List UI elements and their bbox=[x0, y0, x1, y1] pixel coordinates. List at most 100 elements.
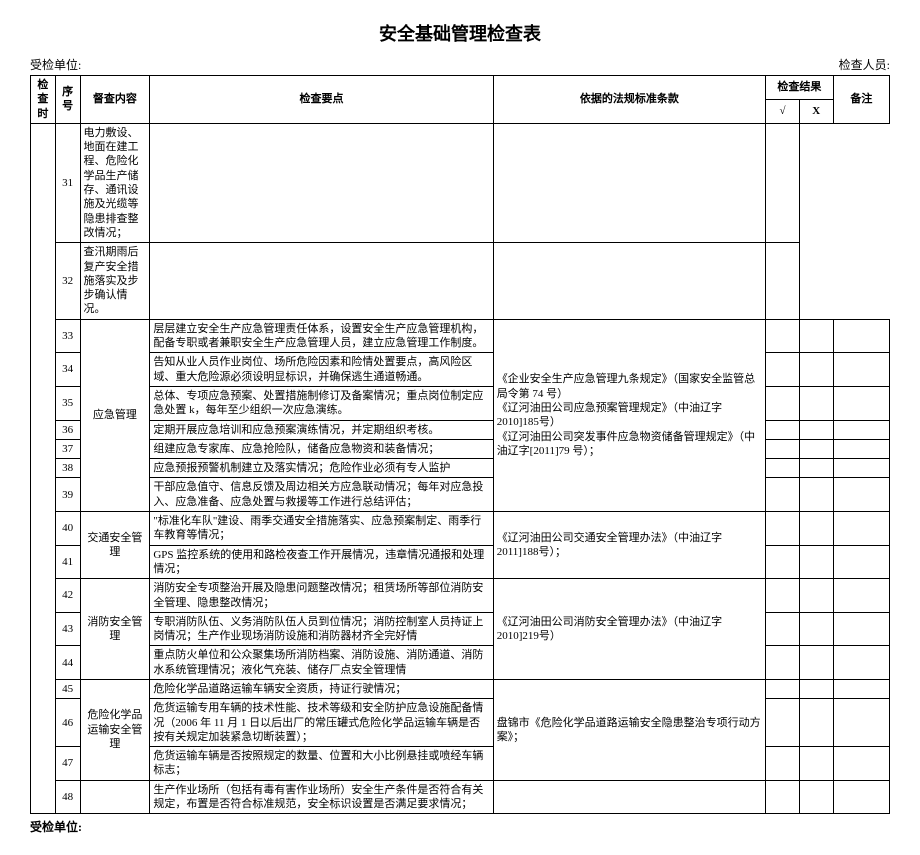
note-cell bbox=[833, 780, 889, 814]
header-row: 受检单位: 检查人员: bbox=[30, 56, 890, 73]
seq-cell: 41 bbox=[55, 545, 80, 579]
table-row: 32查汛期雨后复产安全措施落实及步步确认情况。 bbox=[31, 243, 890, 319]
seq-cell: 48 bbox=[55, 780, 80, 814]
col-result-header: 检查结果 bbox=[766, 76, 834, 100]
table-row: 33应急管理层层建立安全生产应急管理责任体系，设置安全生产应急管理机构，配备专职… bbox=[31, 319, 890, 353]
note-cell bbox=[833, 512, 889, 546]
note-cell bbox=[833, 679, 889, 698]
inspection-table: 检查时 序号 督查内容 检查要点 依据的法规标准条款 检查结果 备注 √ X 3… bbox=[30, 75, 890, 814]
basis-cell: 《辽河油田公司交通安全管理办法》（中油辽字 2011]188号）； bbox=[493, 512, 765, 579]
col-basis-header: 依据的法规标准条款 bbox=[493, 76, 765, 124]
seq-cell: 46 bbox=[55, 699, 80, 747]
note-cell bbox=[833, 353, 889, 387]
check-cell bbox=[766, 612, 800, 646]
seq-cell: 45 bbox=[55, 679, 80, 698]
col-seq-header: 序号 bbox=[55, 76, 80, 124]
table-body: 31电力敷设、地面在建工程、危险化学品生产储存、通讯设施及光缆等隐患排查整改情况… bbox=[31, 123, 890, 813]
note-cell bbox=[833, 545, 889, 579]
seq-cell: 43 bbox=[55, 612, 80, 646]
x-cell bbox=[799, 780, 833, 814]
x-cell bbox=[799, 545, 833, 579]
col-time-header: 检查时 bbox=[31, 76, 56, 124]
x-cell bbox=[799, 747, 833, 781]
point-cell: 定期开展应急培训和应急预案演练情况，并定期组织考核。 bbox=[150, 420, 493, 439]
point-cell: 危货运输专用车辆的技术性能、技术等级和安全防护应急设施配备情况（2006 年 1… bbox=[150, 699, 493, 747]
check-cell bbox=[766, 420, 800, 439]
category-cell: 消防安全管理 bbox=[80, 579, 150, 680]
x-cell bbox=[799, 420, 833, 439]
basis-cell: 《企业安全生产应急管理九条规定》（国家安全监管总局令第 74 号） 《辽河油田公… bbox=[493, 319, 765, 511]
point-cell: 告知从业人员作业岗位、场所危险因素和险情处置要点，高风险区域、重大危险源必须设明… bbox=[150, 353, 493, 387]
category-cell bbox=[80, 780, 150, 814]
point-cell: 危货运输车辆是否按照规定的数量、位置和大小比例悬挂或喷经车辆标志； bbox=[150, 747, 493, 781]
x-cell bbox=[799, 612, 833, 646]
note-cell bbox=[766, 123, 800, 242]
category-cell: 交通安全管理 bbox=[80, 512, 150, 579]
note-cell bbox=[833, 478, 889, 512]
point-cell: 消防安全专项整治开展及隐患问题整改情况；租赁场所等部位消防安全管理、隐患整改情况… bbox=[150, 579, 493, 613]
seq-cell: 37 bbox=[55, 439, 80, 458]
check-cell bbox=[766, 579, 800, 613]
note-cell bbox=[833, 699, 889, 747]
page-title: 安全基础管理检查表 bbox=[30, 20, 890, 46]
seq-cell: 40 bbox=[55, 512, 80, 546]
point-cell: 电力敷设、地面在建工程、危险化学品生产储存、通讯设施及光缆等隐患排查整改情况； bbox=[80, 123, 150, 242]
seq-cell: 47 bbox=[55, 747, 80, 781]
point-cell: 应急预报预警机制建立及落实情况；危险作业必须有专人监护 bbox=[150, 459, 493, 478]
seq-cell: 42 bbox=[55, 579, 80, 613]
x-cell bbox=[799, 439, 833, 458]
x-cell bbox=[799, 579, 833, 613]
x-cell bbox=[799, 478, 833, 512]
col-point-header: 检查要点 bbox=[150, 76, 493, 124]
note-cell bbox=[833, 319, 889, 353]
x-cell bbox=[799, 386, 833, 420]
seq-cell: 31 bbox=[55, 123, 80, 242]
col-check-header: √ bbox=[766, 99, 800, 123]
basis-cell bbox=[493, 780, 765, 814]
basis-cell: 《辽河油田公司消防安全管理办法》（中油辽字 2010]219号） bbox=[493, 579, 765, 680]
table-row: 40交通安全管理"标准化车队"建设、雨季交通安全措施落实、应急预案制定、雨季行车… bbox=[31, 512, 890, 546]
point-cell: 专职消防队伍、义务消防队伍人员到位情况；消防控制室人员持证上岗情况；生产作业现场… bbox=[150, 612, 493, 646]
note-cell bbox=[833, 579, 889, 613]
check-cell bbox=[766, 386, 800, 420]
x-cell bbox=[493, 243, 765, 319]
note-cell bbox=[833, 386, 889, 420]
x-cell bbox=[799, 319, 833, 353]
seq-cell: 35 bbox=[55, 386, 80, 420]
note-cell bbox=[833, 612, 889, 646]
col-note-header: 备注 bbox=[833, 76, 889, 124]
check-cell bbox=[766, 439, 800, 458]
table-row: 42消防安全管理消防安全专项整治开展及隐患问题整改情况；租赁场所等部位消防安全管… bbox=[31, 579, 890, 613]
check-cell bbox=[150, 123, 493, 242]
note-cell bbox=[833, 459, 889, 478]
point-cell: 层层建立安全生产应急管理责任体系，设置安全生产应急管理机构，配备专职或者兼职安全… bbox=[150, 319, 493, 353]
point-cell: GPS 监控系统的使用和路检夜查工作开展情况，违章情况通报和处理情况； bbox=[150, 545, 493, 579]
point-cell: 危险化学品道路运输车辆安全资质，持证行驶情况； bbox=[150, 679, 493, 698]
org-label: 受检单位: bbox=[30, 56, 81, 73]
x-cell bbox=[493, 123, 765, 242]
check-cell bbox=[766, 780, 800, 814]
check-cell bbox=[766, 353, 800, 387]
check-cell bbox=[766, 699, 800, 747]
inspector-label: 检查人员: bbox=[839, 56, 890, 73]
point-cell: 干部应急值守、信息反馈及周边相关方应急联动情况；每年对应急投入、应急准备、应急处… bbox=[150, 478, 493, 512]
x-cell bbox=[799, 353, 833, 387]
note-cell bbox=[833, 439, 889, 458]
category-cell: 危险化学品运输安全管理 bbox=[80, 679, 150, 780]
seq-cell: 39 bbox=[55, 478, 80, 512]
point-cell: 总体、专项应急预案、处置措施制修订及备案情况；重点岗位制定应急处置 k，每年至少… bbox=[150, 386, 493, 420]
x-cell bbox=[799, 512, 833, 546]
table-row: 48生产作业场所（包括有毒有害作业场所）安全生产条件是否符合有关规定，布置是否符… bbox=[31, 780, 890, 814]
x-cell bbox=[799, 679, 833, 698]
check-cell bbox=[766, 545, 800, 579]
basis-cell: 盘锦市《危险化学品道路运输安全隐患整治专项行动方案》； bbox=[493, 679, 765, 780]
seq-cell: 34 bbox=[55, 353, 80, 387]
check-cell bbox=[766, 478, 800, 512]
seq-cell: 33 bbox=[55, 319, 80, 353]
seq-cell: 32 bbox=[55, 243, 80, 319]
check-cell bbox=[766, 319, 800, 353]
table-row: 31电力敷设、地面在建工程、危险化学品生产储存、通讯设施及光缆等隐患排查整改情况… bbox=[31, 123, 890, 242]
note-cell bbox=[766, 243, 800, 319]
note-cell bbox=[833, 747, 889, 781]
note-cell bbox=[833, 420, 889, 439]
